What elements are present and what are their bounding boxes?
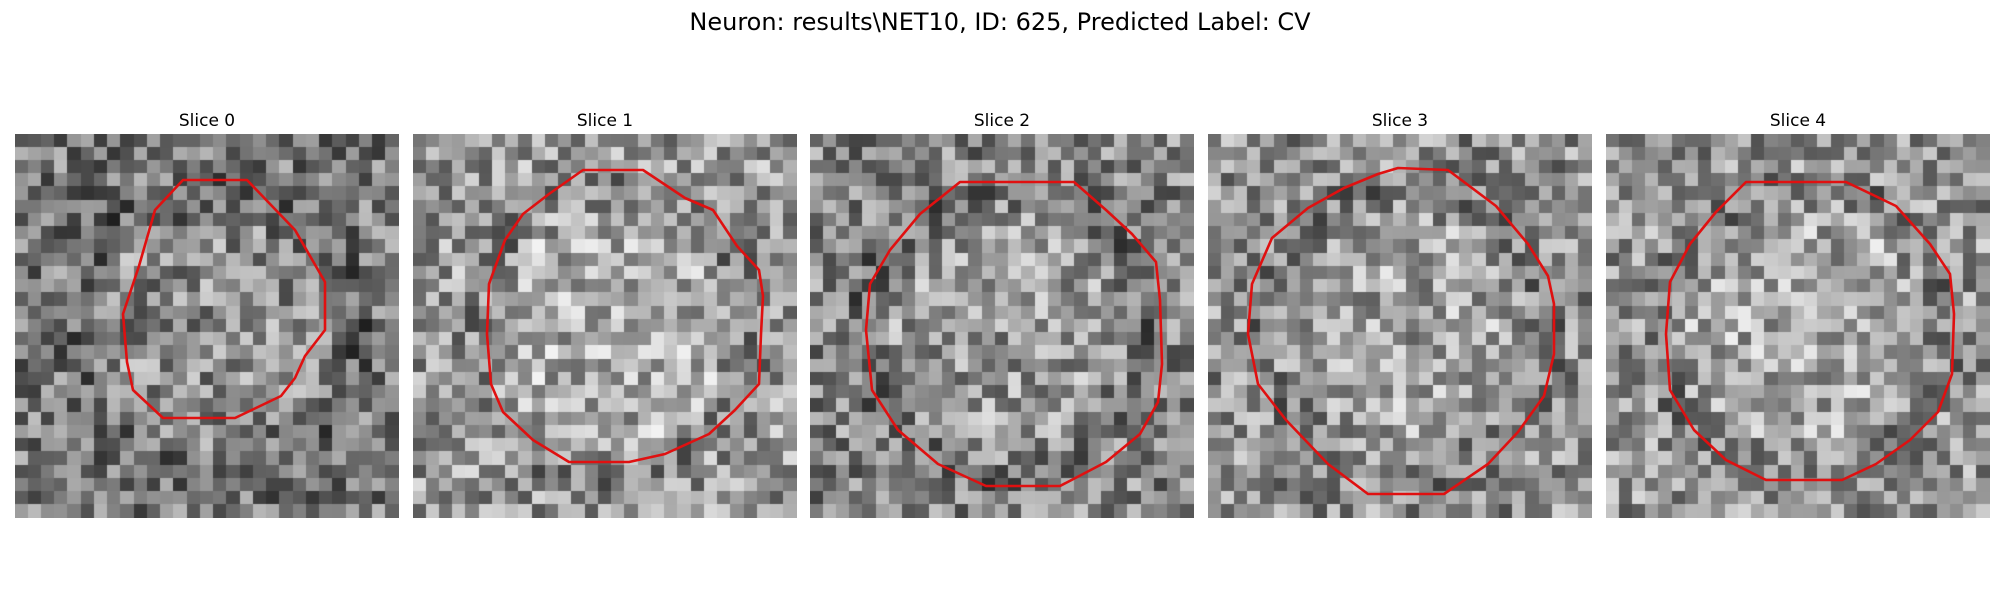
slice-panel-2: Slice 2 — [810, 108, 1194, 518]
slice-panel-0: Slice 0 — [15, 108, 399, 518]
slice-image-3 — [1208, 134, 1592, 518]
slice-title-3: Slice 3 — [1371, 111, 1429, 131]
slice-title-1: Slice 1 — [576, 111, 634, 131]
figure-title: Neuron: results\NET10, ID: 625, Predicte… — [689, 8, 1311, 36]
roi-contour-0 — [121, 178, 327, 420]
slice-image-2 — [810, 134, 1194, 518]
slice-panel-1: Slice 1 — [413, 108, 797, 518]
roi-contour-1 — [485, 168, 765, 464]
slice-title-4: Slice 4 — [1769, 111, 1827, 131]
slice-title-2: Slice 2 — [973, 111, 1031, 131]
roi-contour-4 — [1664, 180, 1956, 482]
roi-contour-3 — [1246, 166, 1556, 496]
slice-image-4 — [1606, 134, 1990, 518]
slice-panel-3: Slice 3 — [1208, 108, 1592, 518]
slice-image-1 — [413, 134, 797, 518]
slice-panel-4: Slice 4 — [1606, 108, 1990, 518]
slice-title-0: Slice 0 — [178, 111, 236, 131]
slice-image-0 — [15, 134, 399, 518]
roi-contour-2 — [864, 180, 1164, 488]
